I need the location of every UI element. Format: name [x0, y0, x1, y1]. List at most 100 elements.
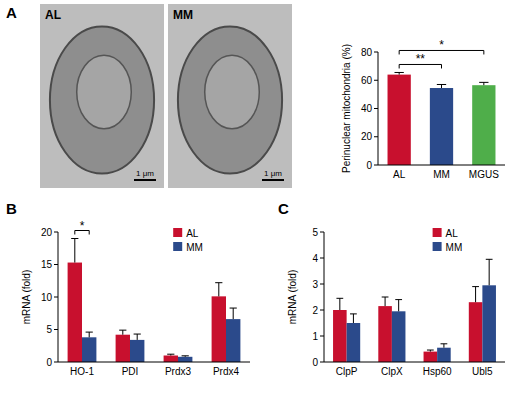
error-bar [427, 350, 434, 352]
error-bar [182, 355, 189, 357]
y-tick [320, 284, 324, 285]
image-label: AL [45, 8, 61, 22]
error-bar [119, 330, 126, 335]
y-axis-label: Perinuclear mitochondria (%) [341, 44, 352, 173]
error-bar [395, 300, 402, 312]
legend: ALMM [433, 228, 463, 253]
y-tick [374, 165, 378, 166]
legend-swatch [433, 242, 442, 251]
y-tick [374, 52, 378, 53]
y-axis-label: mRNA (fold) [21, 270, 32, 324]
bar [333, 310, 347, 362]
y-tick [54, 329, 58, 330]
y-tick [54, 297, 58, 298]
legend-swatch [173, 228, 182, 237]
cell [50, 26, 154, 173]
x-tick-label: ClpP [336, 366, 358, 377]
y-tick-label: 2 [312, 305, 318, 316]
error-bar [71, 239, 78, 263]
y-tick-label: 0 [312, 357, 318, 368]
y-tick [374, 80, 378, 81]
micrograph: AL1 μm [40, 4, 164, 188]
error-bar [86, 332, 93, 337]
bar [130, 340, 144, 362]
y-tick-label: 10 [41, 292, 53, 303]
error-bar [395, 72, 404, 74]
error-bar [350, 314, 357, 323]
y-tick-label: 40 [361, 103, 373, 114]
y-tick-label: 15 [41, 259, 53, 270]
bar [378, 306, 392, 362]
y-axis-label: mRNA (fold) [287, 270, 298, 324]
micrograph-bg [40, 4, 164, 188]
legend-swatch [173, 242, 182, 251]
bar [392, 311, 406, 362]
error-bar [215, 283, 222, 297]
error-bar [486, 259, 493, 285]
y-tick [374, 108, 378, 109]
y-tick-label: 0 [366, 160, 372, 171]
bar [424, 352, 438, 362]
panel-label: A [6, 4, 17, 21]
x-axis [58, 362, 250, 363]
nucleus [77, 55, 132, 129]
bar [437, 348, 451, 362]
bar [472, 85, 495, 165]
cell [178, 26, 282, 173]
bar [469, 302, 483, 362]
micrograph-bg [168, 4, 292, 188]
bar [212, 296, 226, 362]
y-axis [324, 232, 325, 362]
nucleus [205, 55, 260, 129]
y-tick [54, 264, 58, 265]
error-bar [230, 308, 237, 319]
y-tick [320, 336, 324, 337]
scale-bar [134, 179, 156, 181]
chart: 012345ClpPClpXHsp60Ubl5mRNA (fold)ALMM [287, 227, 505, 378]
y-tick-label: 3 [312, 279, 318, 290]
x-tick-label: Ubl5 [472, 366, 493, 377]
error-bar [472, 287, 479, 303]
bar [347, 323, 361, 362]
significance-label: * [80, 219, 85, 233]
panel-label: C [278, 200, 289, 217]
bar [68, 263, 82, 362]
legend: AL MM [173, 228, 203, 253]
bar [178, 357, 192, 362]
x-tick-label: Hsp60 [423, 366, 452, 377]
y-tick [374, 136, 378, 137]
x-tick-label: HO-1 [70, 366, 94, 377]
error-bar [336, 298, 343, 310]
error-bar [167, 354, 174, 355]
y-tick-label: 1 [312, 331, 318, 342]
bar [430, 88, 453, 165]
x-axis [324, 362, 505, 363]
significance-label: ** [416, 52, 426, 66]
image-label: MM [173, 8, 193, 22]
y-tick [320, 258, 324, 259]
chart: 05101520HO-1PDIPrdx3Prdx4mRNA (fold)*ALM… [21, 219, 250, 378]
error-bar [437, 84, 446, 88]
y-tick [54, 362, 58, 363]
legend-label: MM [446, 242, 463, 253]
bar [82, 337, 96, 362]
y-tick-label: 20 [41, 227, 53, 238]
bar [226, 319, 240, 362]
bar [164, 356, 178, 363]
legend-label: AL [186, 228, 199, 239]
x-tick-label: MGUS [469, 169, 499, 180]
micrograph: MM1 μm [168, 4, 292, 188]
y-tick-label: 0 [46, 357, 52, 368]
scale-bar [262, 179, 284, 181]
bar [388, 75, 411, 165]
plot-area [68, 239, 241, 363]
bar [116, 335, 130, 362]
legend-label: MM [186, 242, 203, 253]
y-tick [320, 232, 324, 233]
x-tick-label: AL [393, 169, 406, 180]
figure: ABCAL1 μmMM1 μm020406080ALMMMGUSPerinucl… [0, 0, 520, 396]
y-tick [320, 310, 324, 311]
x-axis [378, 165, 505, 166]
significance-label: * [439, 38, 444, 52]
panel-label: B [6, 200, 17, 217]
